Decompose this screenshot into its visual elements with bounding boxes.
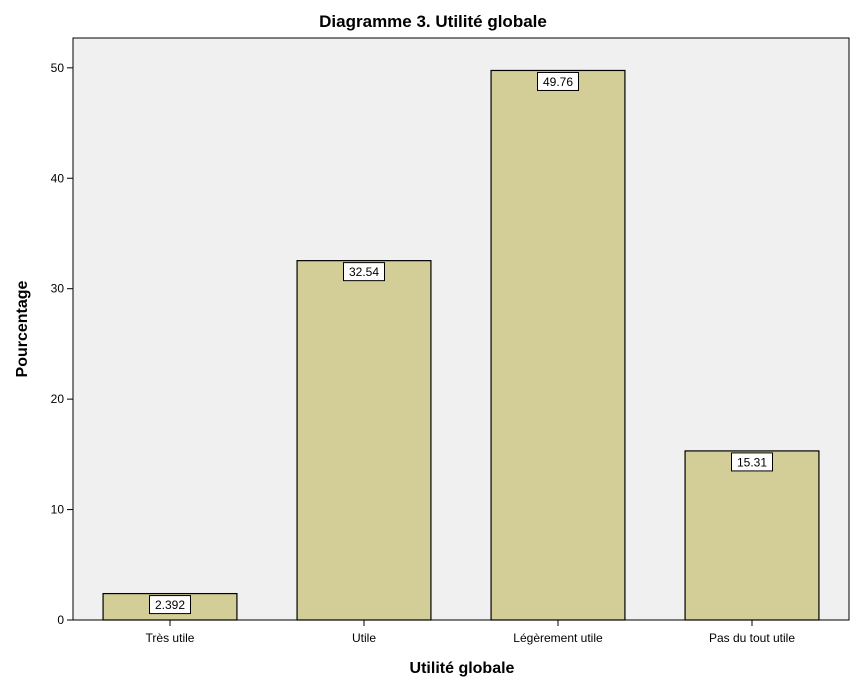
y-tick-label: 50	[51, 61, 65, 75]
bar	[296, 260, 432, 621]
data-label: 15.31	[737, 455, 767, 469]
chart-title: Diagramme 3. Utilité globale	[319, 12, 547, 31]
y-axis: 0 10 20 30 40 50	[51, 61, 73, 627]
bar	[490, 69, 626, 621]
data-label-box	[537, 71, 579, 91]
data-label: 49.76	[543, 75, 573, 89]
x-axis-title: Utilité globale	[410, 660, 515, 677]
data-labels: 2.392 32.54 49.76 15.31	[149, 71, 773, 615]
data-label-box	[343, 262, 385, 282]
x-tick-label: Pas du tout utile	[709, 631, 795, 645]
x-tick-label: Légèrement utile	[513, 631, 603, 645]
x-axis: Très utile Utile Légèrement utile Pas du to…	[146, 620, 795, 645]
bar	[684, 450, 820, 621]
bars	[102, 69, 820, 621]
y-tick-label: 40	[51, 171, 65, 185]
data-label: 2.392	[155, 598, 185, 612]
y-tick-label: 20	[51, 392, 65, 406]
y-tick-label: 30	[51, 282, 65, 296]
data-label-box	[149, 595, 191, 615]
data-label: 32.54	[349, 265, 379, 279]
y-tick-label: 0	[57, 613, 64, 627]
y-tick-label: 10	[51, 503, 65, 517]
y-axis-title: Pourcentage	[14, 280, 31, 377]
x-tick-label: Utile	[352, 631, 376, 645]
data-label-box	[731, 452, 773, 472]
x-tick-label: Très utile	[146, 631, 195, 645]
